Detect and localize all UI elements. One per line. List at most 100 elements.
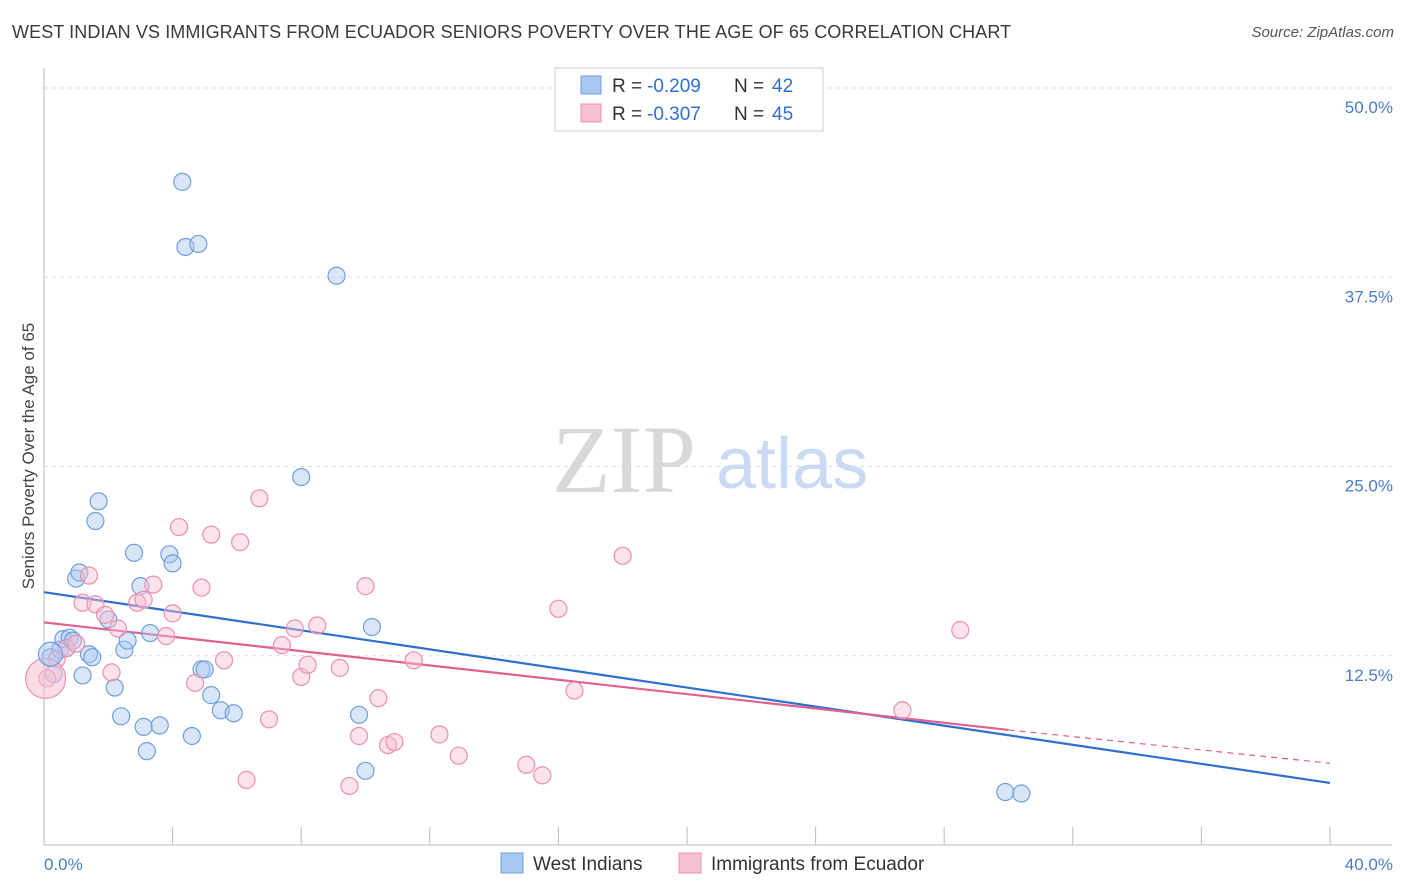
point-west-indians <box>182 726 201 746</box>
y-tick-label: 37.5% <box>1345 287 1393 306</box>
trend-lines <box>43 591 1331 785</box>
point-west-indians <box>118 631 137 650</box>
point-west-indians <box>173 172 192 191</box>
point-west-indians <box>150 716 169 735</box>
point-west-indians <box>349 705 369 724</box>
point-west-indians <box>112 707 131 726</box>
y-tick-label: 12.5% <box>1345 666 1393 685</box>
point-west-indians <box>83 648 102 667</box>
chart-title: WEST INDIAN VS IMMIGRANTS FROM ECUADOR S… <box>12 22 1012 42</box>
point-west-indians <box>356 761 375 780</box>
point-ecuador <box>67 634 86 653</box>
point-west-indians <box>362 617 382 637</box>
legend-n-value-west-indians: 42 <box>772 76 793 97</box>
trend-line-extension-ecuador <box>1008 729 1331 764</box>
point-ecuador <box>259 710 279 729</box>
data-points <box>25 172 1031 803</box>
point-west-indians <box>292 467 311 487</box>
legend-r-label-ecuador: R = <box>612 104 642 125</box>
point-west-indians <box>79 645 99 664</box>
point-ecuador <box>144 575 163 594</box>
x-tick-label-min: 0.0% <box>44 855 83 874</box>
bottom-legend-label-west-indians: West Indians <box>533 854 642 875</box>
x-tick-labels: 0.0% 40.0% <box>44 855 1393 874</box>
point-west-indians <box>202 686 221 705</box>
point-west-indians <box>134 717 153 737</box>
point-ecuador <box>951 620 970 640</box>
point-west-indians <box>996 782 1015 802</box>
legend-n-label-west-indians: N = <box>734 76 764 97</box>
source-label: Source: ZipAtlas.com <box>1251 24 1394 41</box>
point-ecuador <box>356 577 375 596</box>
point-ecuador <box>192 578 211 597</box>
point-ecuador <box>108 619 128 638</box>
point-ecuador <box>613 546 632 565</box>
watermark: ZIP atlas <box>552 406 868 513</box>
point-ecuador <box>134 590 153 609</box>
point-west-indians <box>327 266 346 285</box>
point-ecuador <box>231 533 250 552</box>
point-west-indians <box>163 554 182 573</box>
y-tick-label: 50.0% <box>1345 98 1393 117</box>
point-west-indians <box>73 666 92 685</box>
point-ecuador <box>298 655 317 674</box>
point-ecuador <box>285 619 304 638</box>
point-ecuador <box>404 651 423 670</box>
point-ecuador <box>272 636 292 655</box>
bottom-legend-swatch-west-indians <box>500 852 524 874</box>
trend-line-west-indians <box>43 591 1331 785</box>
point-ecuador <box>102 663 121 682</box>
point-ecuador <box>549 599 568 618</box>
y-tick-labels: 12.5% 25.0% 37.5% 50.0% <box>1345 98 1393 685</box>
legend-r-value-west-indians: -0.209 <box>647 76 701 97</box>
point-west-indians <box>1012 784 1031 803</box>
point-west-indians <box>189 234 208 254</box>
point-west-indians <box>137 742 156 761</box>
x-tick-label-max: 40.0% <box>1345 855 1393 874</box>
watermark-zip: ZIP <box>552 406 696 513</box>
point-west-indians <box>89 492 108 511</box>
point-ecuador <box>330 658 349 677</box>
point-cluster-west-indians <box>37 641 64 667</box>
point-ecuador <box>214 651 234 670</box>
point-ecuador <box>79 566 99 585</box>
point-ecuador <box>186 673 205 693</box>
legend-n-label-ecuador: N = <box>734 104 764 125</box>
legend-n-value-ecuador: 45 <box>772 104 793 125</box>
y-axis-label: Seniors Poverty Over the Age of 65 <box>19 323 38 589</box>
y-tick-label: 25.0% <box>1345 477 1393 496</box>
bottom-legend-label-ecuador: Immigrants from Ecuador <box>711 854 925 875</box>
point-west-indians <box>124 543 144 562</box>
legend-swatch-west-indians <box>580 75 602 95</box>
watermark-atlas: atlas <box>716 424 868 504</box>
point-ecuador <box>169 517 189 537</box>
point-ecuador <box>202 525 221 544</box>
point-west-indians <box>195 660 214 679</box>
point-ecuador <box>349 726 369 746</box>
point-ecuador <box>250 489 269 508</box>
legend: R = -0.209 N = 42 R = -0.307 N = 45 <box>554 67 824 132</box>
legend-r-value-ecuador: -0.307 <box>647 104 701 125</box>
point-ecuador <box>517 755 536 774</box>
point-west-indians <box>140 623 160 643</box>
point-ecuador <box>565 681 584 700</box>
grid <box>44 87 1392 657</box>
point-ecuador <box>340 776 359 796</box>
legend-r-label-west-indians: R = <box>612 76 642 97</box>
point-ecuador <box>533 766 552 785</box>
point-ecuador <box>157 626 176 646</box>
trend-line-ecuador <box>43 621 1009 732</box>
axes <box>43 68 1392 846</box>
point-ecuador <box>308 616 327 635</box>
point-ecuador <box>237 770 256 789</box>
legend-swatch-ecuador <box>580 103 602 123</box>
point-west-indians <box>86 511 105 531</box>
point-ecuador <box>893 701 912 720</box>
point-ecuador <box>385 732 404 752</box>
point-west-indians <box>63 631 83 650</box>
point-west-indians <box>105 678 124 697</box>
point-ecuador <box>95 605 115 624</box>
point-west-indians <box>224 704 243 723</box>
point-ecuador <box>449 746 468 765</box>
